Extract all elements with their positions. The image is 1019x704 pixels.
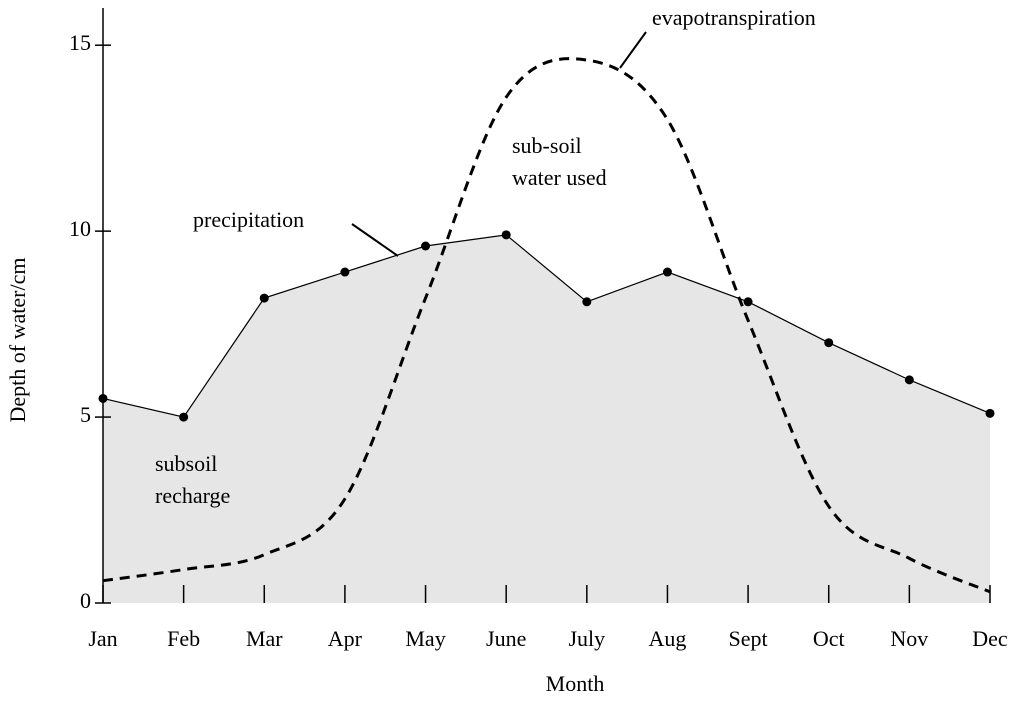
x-tick-label: June [486,626,526,651]
y-tick-label: 5 [80,402,91,427]
annotation: sub-soil [512,133,582,158]
y-tick-label: 10 [69,216,91,241]
annotation-leader [619,31,647,69]
marker [179,412,189,422]
marker [743,297,753,307]
marker [340,267,350,277]
x-tick-label: July [568,626,605,651]
x-tick-label: Jan [88,626,117,651]
marker [501,230,511,240]
x-tick-label: May [405,626,445,651]
y-tick-label: 15 [69,30,91,55]
marker [582,297,592,307]
marker [904,375,914,385]
annotation: precipitation [193,207,304,232]
x-tick-label: Dec [972,626,1008,651]
line [102,234,991,418]
marker [421,241,431,251]
annotation-leader [351,223,399,257]
x-axis-label: Month [546,671,605,696]
x-tick-label: Sept [729,626,768,651]
marker [985,408,995,418]
x-tick-label: Oct [813,626,845,651]
area [103,234,990,603]
annotation: water used [512,165,607,190]
line [102,57,991,594]
x-tick-label: Feb [167,626,200,651]
marker [98,393,108,403]
annotation: evapotranspiration [652,5,816,30]
marker [662,267,672,277]
annotation: subsoil [155,451,217,476]
annotation: recharge [155,483,230,508]
x-tick-label: Mar [246,626,283,651]
x-tick-label: Aug [649,626,687,651]
marker [824,338,834,348]
y-tick-label: 0 [80,588,91,613]
x-tick-label: Apr [328,626,363,651]
marker [259,293,269,303]
x-tick-label: Nov [890,626,928,651]
y-axis-label: Depth of water/cm [5,258,30,423]
